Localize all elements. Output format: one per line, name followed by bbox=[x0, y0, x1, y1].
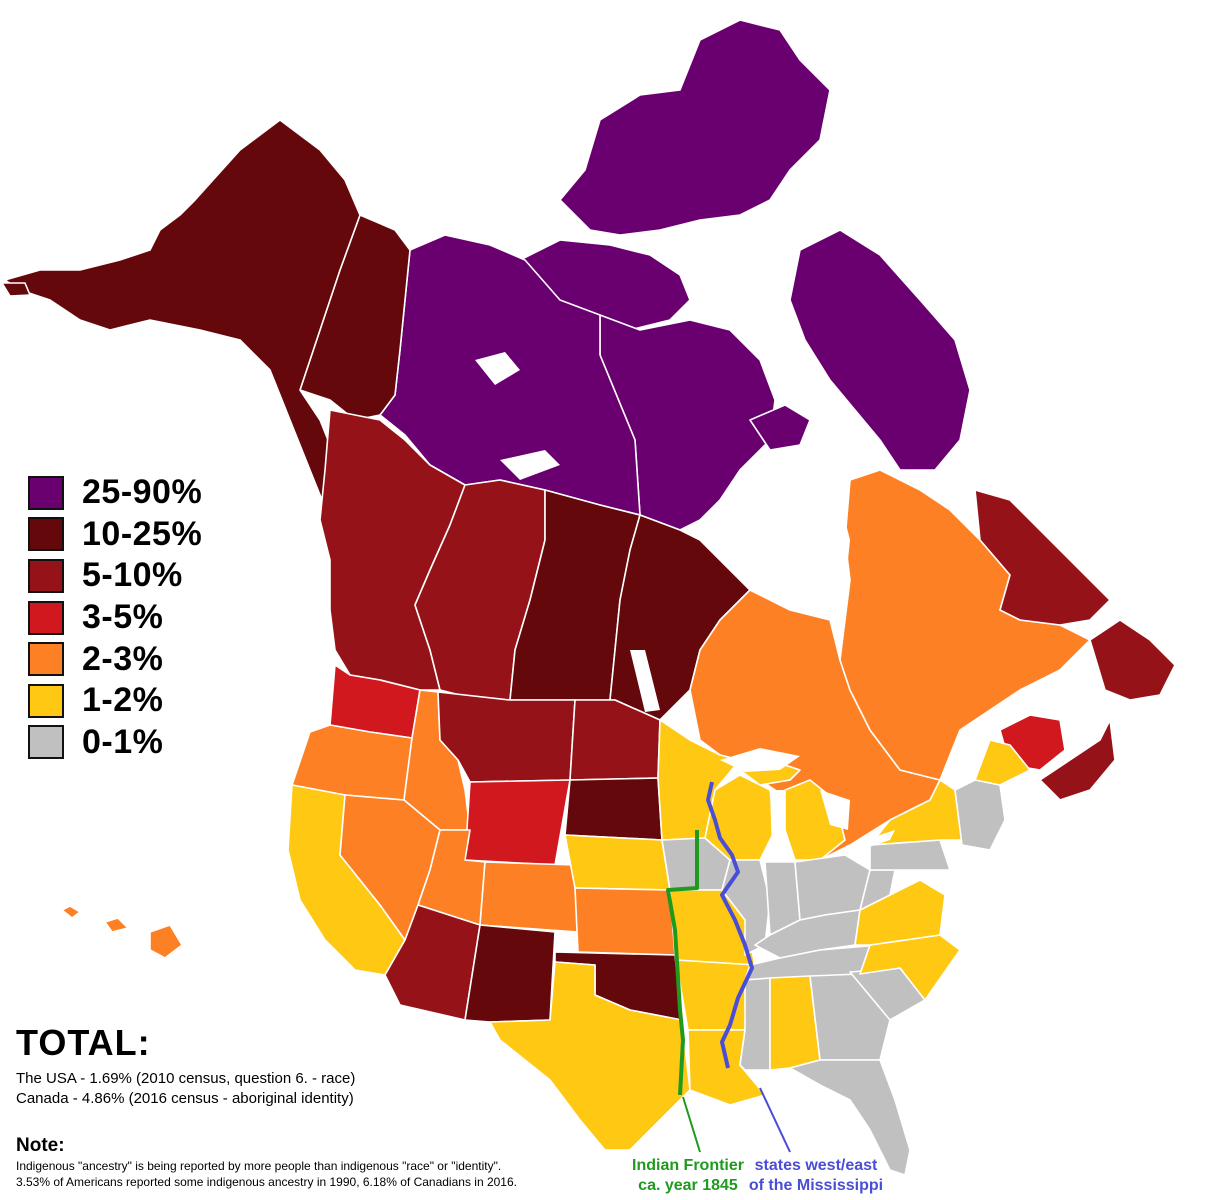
mississippi-pointer bbox=[759, 1087, 791, 1153]
region-nunavut-islands-north bbox=[559, 19, 831, 236]
legend-label: 2-3% bbox=[82, 639, 164, 678]
legend-item: 0-1% bbox=[28, 722, 202, 764]
legend-swatch bbox=[28, 600, 64, 635]
lake-winnipeg bbox=[630, 650, 660, 712]
region-nebraska bbox=[564, 834, 671, 891]
region-newfoundland bbox=[1089, 619, 1176, 701]
mississippi-caption: states west/east of the Mississippi bbox=[748, 1156, 884, 1196]
region-hawaii-3 bbox=[149, 924, 183, 959]
region-south-dakota bbox=[564, 777, 663, 841]
mississippi-line bbox=[706, 781, 754, 1069]
great-bear-lake bbox=[475, 352, 520, 385]
region-arkansas bbox=[675, 959, 756, 1031]
total-canada: Canada - 4.86% (2016 census - aboriginal… bbox=[16, 1090, 354, 1107]
frontier-caption: Indian Frontier ca. year 1845 bbox=[630, 1156, 746, 1196]
legend-item: 1-2% bbox=[28, 680, 202, 722]
great-slave-lake bbox=[500, 450, 560, 480]
legend: 25-90% 10-25% 5-10% 3-5% 2-3% 1-2% 0-1% bbox=[28, 472, 202, 763]
note-line-2: 3.53% of Americans reported some indigen… bbox=[16, 1175, 517, 1189]
region-new-mexico bbox=[464, 924, 556, 1023]
lake-erie bbox=[850, 830, 895, 852]
note-line-1: Indigenous "ancestry" is being reported … bbox=[16, 1159, 502, 1173]
legend-label: 0-1% bbox=[82, 722, 164, 761]
mississippi-caption-line-1: states west/east bbox=[754, 1157, 878, 1174]
total-usa: The USA - 1.69% (2010 census, question 6… bbox=[16, 1070, 356, 1087]
region-hawaii bbox=[61, 905, 81, 919]
legend-label: 3-5% bbox=[82, 598, 164, 637]
region-mississippi bbox=[739, 977, 771, 1071]
region-hawaii-2 bbox=[104, 917, 129, 933]
region-quebec bbox=[839, 469, 1091, 781]
mississippi-caption-line-2: of the Mississippi bbox=[748, 1177, 884, 1194]
region-nunavut-southampton bbox=[749, 404, 811, 451]
region-kansas bbox=[574, 887, 676, 956]
region-alaska-aleutians bbox=[1, 282, 31, 297]
note-heading: Note: bbox=[16, 1135, 65, 1156]
legend-swatch bbox=[28, 725, 64, 760]
legend-item: 10-25% bbox=[28, 514, 202, 556]
frontier-caption-line-2: ca. year 1845 bbox=[638, 1177, 738, 1194]
region-labrador bbox=[974, 489, 1111, 626]
region-maine bbox=[974, 739, 1031, 786]
hudson-bay bbox=[700, 490, 850, 620]
legend-swatch bbox=[28, 683, 64, 718]
lake-huron bbox=[820, 790, 850, 830]
lake-michigan bbox=[770, 790, 785, 855]
region-virginia bbox=[854, 879, 946, 946]
legend-item: 2-3% bbox=[28, 638, 202, 680]
region-florida bbox=[789, 1059, 911, 1176]
legend-swatch bbox=[28, 517, 64, 552]
lake-superior bbox=[720, 748, 800, 772]
total-heading: TOTAL: bbox=[16, 1022, 151, 1063]
total-block: TOTAL: The USA - 1.69% (2010 census, que… bbox=[16, 1022, 355, 1107]
region-texas bbox=[489, 961, 691, 1151]
legend-item: 5-10% bbox=[28, 555, 202, 597]
indian-frontier-line bbox=[666, 830, 699, 1096]
legend-item: 25-90% bbox=[28, 472, 202, 514]
legend-item: 3-5% bbox=[28, 597, 202, 639]
note-block: Note: Indigenous "ancestry" is being rep… bbox=[16, 1135, 517, 1189]
legend-label: 5-10% bbox=[82, 556, 183, 595]
region-new-england bbox=[954, 779, 1006, 851]
region-illinois bbox=[721, 859, 771, 956]
region-nova-scotia bbox=[1039, 719, 1116, 801]
legend-swatch bbox=[28, 475, 64, 510]
legend-label: 25-90% bbox=[82, 473, 203, 512]
legend-swatch bbox=[28, 558, 64, 593]
frontier-pointer bbox=[682, 1096, 701, 1153]
region-wyoming bbox=[464, 779, 571, 866]
region-colorado bbox=[479, 861, 579, 933]
frontier-caption-line-1: Indian Frontier bbox=[632, 1157, 744, 1174]
legend-label: 1-2% bbox=[82, 681, 164, 720]
region-nunavut-baffin bbox=[789, 229, 971, 471]
region-alaska bbox=[4, 119, 361, 521]
legend-swatch bbox=[28, 642, 64, 677]
legend-label: 10-25% bbox=[82, 514, 203, 553]
